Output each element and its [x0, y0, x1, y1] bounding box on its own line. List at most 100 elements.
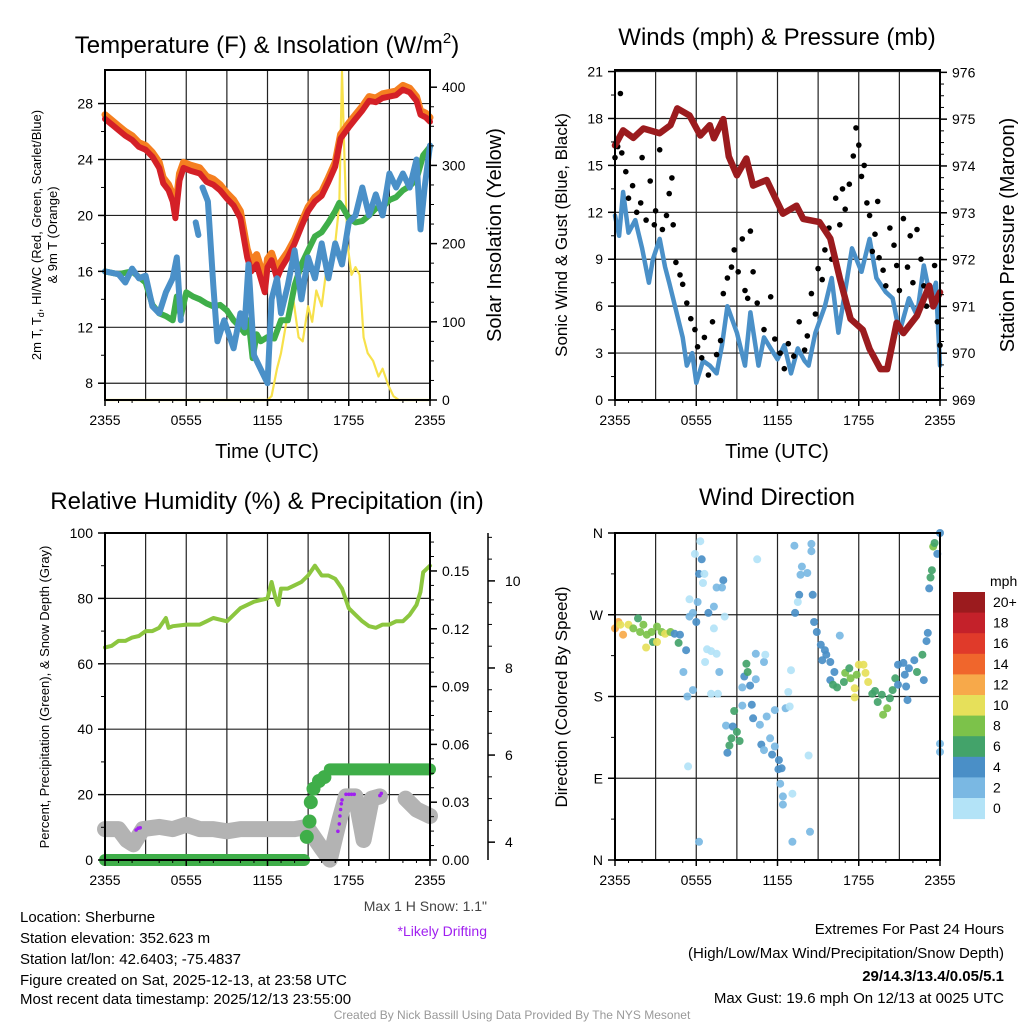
x-tick-label: 1755 [843, 412, 874, 428]
wind-direction-point [803, 569, 812, 577]
wind-direction-point [709, 602, 718, 611]
gust-point [623, 168, 629, 175]
gust-point [666, 190, 672, 197]
y2-tick-label: 970 [952, 345, 976, 361]
max-gust: Max Gust: 19.6 mph On 12/13 at 0025 UTC [714, 990, 1004, 1007]
wind-direction-point [873, 698, 882, 706]
humidity-y-label: Percent, Precipitation (Green), & Snow D… [37, 546, 52, 849]
wind-direction-point [877, 690, 886, 699]
gust-point [701, 334, 708, 341]
wind-direction-point [903, 696, 912, 705]
wind-direction-point [720, 612, 729, 621]
gust-point [846, 181, 853, 187]
x-tick-label: 2355 [924, 412, 955, 428]
y-tick-label: 60 [77, 656, 93, 672]
wind-direction-point [859, 660, 868, 669]
temperature-panel-title: Temperature (F) & Insolation (W/m2) [75, 30, 459, 59]
gust-point [801, 347, 808, 353]
panel-2 [97, 533, 438, 868]
wind-direction-point [684, 762, 693, 771]
wind-direction-point [888, 686, 897, 695]
panel-1 [611, 70, 944, 400]
wind-direction-point [688, 686, 697, 695]
wind-direction-point [904, 664, 913, 673]
wind-direction-point [778, 800, 787, 809]
gust-point [907, 233, 913, 239]
wind-direction-point [864, 678, 873, 686]
gust-point [883, 283, 889, 289]
series-relative-humidity [103, 563, 432, 650]
x-tick-label: 1155 [252, 872, 282, 888]
gust-point [872, 231, 878, 237]
gust-point [931, 262, 938, 269]
gust-point [633, 209, 640, 216]
wind-direction-point [712, 649, 721, 658]
y2-tick-label: 300 [442, 157, 466, 173]
wind-direction-point [900, 670, 909, 679]
wind-direction-point [788, 789, 797, 798]
gust-point [669, 175, 675, 181]
gust-point [866, 212, 873, 219]
colorbar-swatch [953, 653, 985, 675]
colorbar-label: 12 [993, 676, 1009, 692]
y-tick-label: N [593, 525, 603, 541]
wind-direction-point [713, 689, 722, 698]
wind-direction-point [850, 693, 859, 702]
y-tick-label: 0 [85, 852, 93, 868]
gust-point [808, 290, 815, 297]
colorbar-label: 18 [993, 615, 1009, 631]
wind-direction-point [785, 702, 794, 711]
colorbar-swatch [953, 633, 985, 655]
wind-direction-point [770, 742, 779, 751]
wind-direction-point [846, 674, 855, 683]
wind-direction-point [810, 618, 819, 626]
y-tick-label: S [594, 689, 603, 705]
gust-point [812, 311, 819, 317]
wind-direction-point [850, 684, 859, 693]
series-snow-depth [97, 788, 438, 868]
wind-direction-point [822, 650, 831, 659]
wind-direction-point [746, 681, 755, 690]
gust-point [837, 222, 843, 228]
wind-direction-point [835, 631, 844, 640]
y-tick-label: 8 [85, 375, 93, 391]
wind-direction-point [922, 637, 931, 646]
colorbar-label: 6 [993, 738, 1001, 754]
temperature-x-label: Time (UTC) [215, 441, 319, 463]
gust-point [781, 365, 788, 372]
gust-point [724, 275, 731, 281]
gust-point [796, 319, 802, 325]
gust-point [617, 90, 624, 97]
gust-point [910, 279, 916, 286]
y2-tick-label: 0 [442, 392, 450, 408]
y2-tick-label: 969 [952, 392, 976, 408]
x-tick-label: 2355 [89, 412, 120, 428]
wind-direction-point [910, 656, 919, 665]
y2-tick-label: 0.12 [442, 621, 469, 637]
gust-point [647, 178, 653, 184]
wind-direction-point [793, 598, 802, 606]
wind-y-label: Sonic Wind & Gust (Blue, Black) [552, 113, 571, 357]
y2-tick-label: 974 [952, 158, 976, 174]
x-tick-label: 0555 [171, 412, 202, 428]
series-2m-t [102, 86, 433, 296]
wind-direction-point [918, 650, 927, 659]
series-hi-wc [102, 142, 433, 387]
wind-direction-point [682, 646, 691, 655]
wind-direction-point [852, 670, 861, 679]
axes-3: 2355 0555 1155 1755 2355 N E S W N [590, 525, 956, 888]
wind-direction-point [690, 549, 699, 558]
wind-direction-point [812, 628, 821, 636]
wind-direction-point [642, 643, 651, 652]
panel-0 [101, 70, 434, 402]
extremes-heading: Extremes For Past 24 Hours [815, 921, 1004, 938]
drifting-point [347, 792, 351, 797]
wind-direction-point [891, 674, 900, 683]
wind-direction-point [787, 666, 795, 675]
x-tick-label: 1755 [333, 872, 364, 888]
gust-point [652, 208, 659, 214]
y2-tick-label: 975 [952, 111, 976, 127]
x-tick-label: 2355 [599, 412, 630, 428]
colorbar-swatch [953, 695, 985, 717]
